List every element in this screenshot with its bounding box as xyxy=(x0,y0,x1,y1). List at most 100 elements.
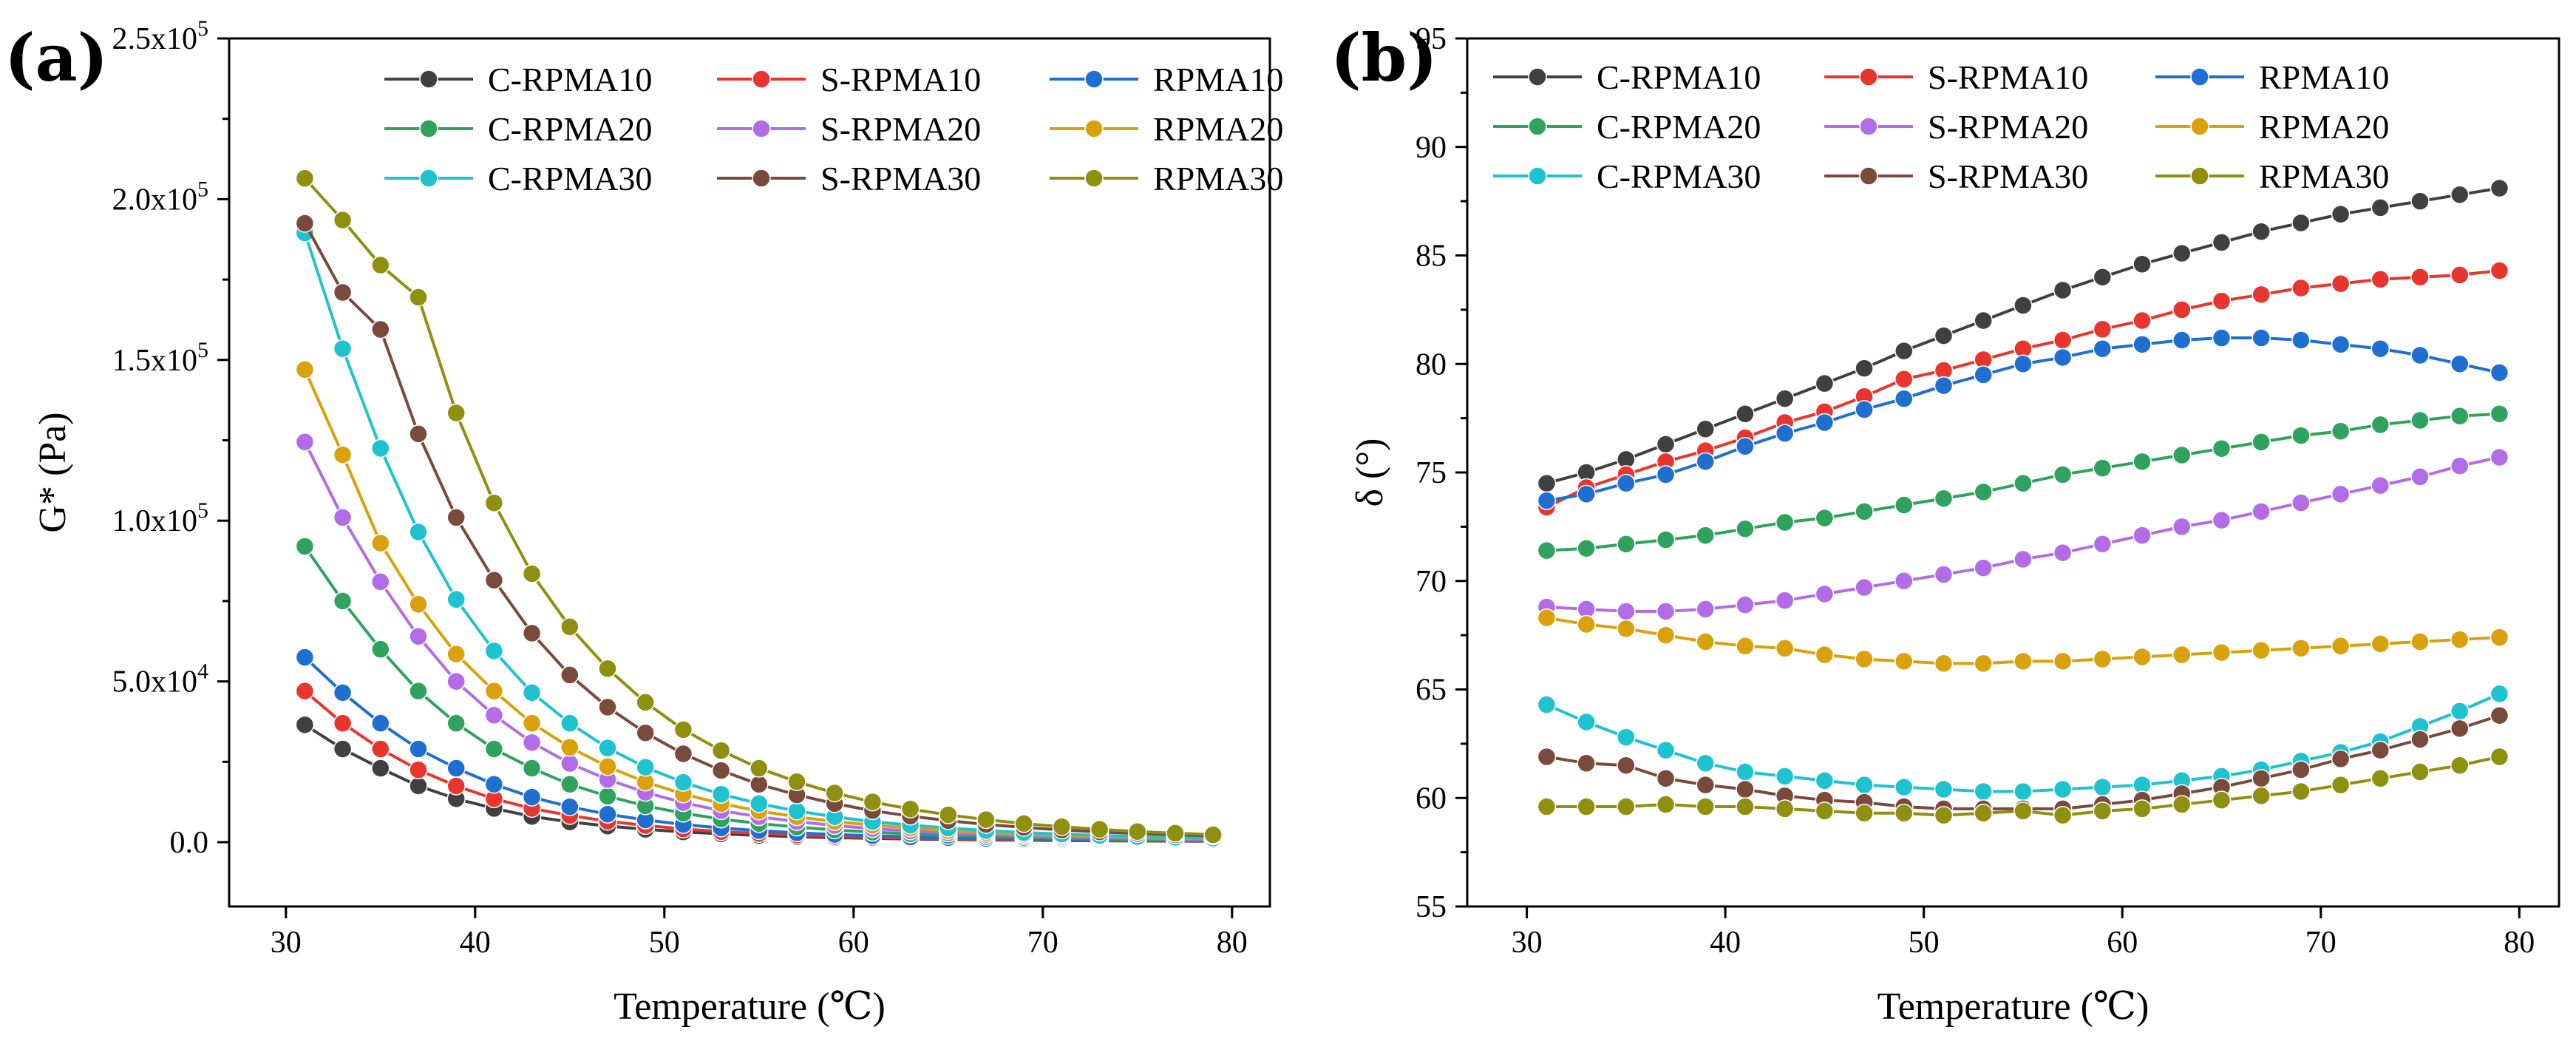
data-point-c-rpma30 xyxy=(1577,712,1596,732)
data-point-rpma30 xyxy=(598,659,617,678)
data-point-c-rpma30 xyxy=(636,757,655,777)
data-point-c-rpma30 xyxy=(750,794,769,813)
data-point-s-rpma20 xyxy=(371,572,390,591)
data-point-rpma20 xyxy=(2212,643,2232,662)
data-point-c-rpma20 xyxy=(2172,445,2192,465)
data-point-s-rpma20 xyxy=(1775,591,1795,610)
data-point-s-rpma20 xyxy=(1934,565,1954,584)
data-point-c-rpma10 xyxy=(1894,341,1914,361)
data-point-c-rpma10 xyxy=(1775,389,1795,408)
data-point-c-rpma20 xyxy=(2371,415,2390,435)
data-point-rpma20 xyxy=(1815,645,1835,665)
data-point-rpma30 xyxy=(484,493,504,513)
data-point-c-rpma20 xyxy=(2132,452,2152,472)
data-point-rpma20 xyxy=(1855,649,1874,669)
y-axis-label: δ (°) xyxy=(1349,438,1391,507)
data-point-c-rpma20 xyxy=(409,681,428,701)
data-point-s-rpma20 xyxy=(1974,558,1993,577)
y-tick-label: 75 xyxy=(1416,456,1447,490)
plot-frame xyxy=(228,37,1271,908)
data-point-rpma30 xyxy=(673,720,693,739)
data-point-s-rpma10 xyxy=(2291,278,2311,298)
data-point-rpma30 xyxy=(1775,799,1795,818)
panel-label-a: (a) xyxy=(4,19,109,96)
legend-marker-rpma10 xyxy=(1084,70,1104,89)
data-point-rpma10 xyxy=(295,648,315,667)
data-point-c-rpma10 xyxy=(1974,311,1993,330)
data-point-c-rpma30 xyxy=(2013,782,2033,801)
legend-label-rpma10: RPMA10 xyxy=(1153,61,1283,98)
x-tick-label: 40 xyxy=(1710,926,1741,960)
data-point-rpma20 xyxy=(1775,638,1795,658)
x-tick-label: 60 xyxy=(2107,926,2138,960)
data-point-c-rpma10 xyxy=(1736,404,1755,424)
x-tick-label: 50 xyxy=(649,926,680,960)
y-tick-label: 60 xyxy=(1416,782,1447,816)
legend-label-s-rpma20: S-RPMA20 xyxy=(1928,108,2088,146)
data-point-c-rpma20 xyxy=(2212,438,2232,458)
data-point-s-rpma30 xyxy=(1696,775,1716,795)
data-point-rpma30 xyxy=(333,210,353,230)
data-point-rpma10 xyxy=(1617,473,1636,493)
y-axis-label: G* (Pa) xyxy=(32,412,74,532)
legend-marker-s-rpma20 xyxy=(752,119,771,138)
data-point-c-rpma20 xyxy=(522,759,542,778)
data-point-s-rpma20 xyxy=(1696,600,1716,619)
data-point-s-rpma10 xyxy=(295,681,315,701)
data-point-c-rpma10 xyxy=(1656,435,1676,454)
data-point-s-rpma20 xyxy=(2490,447,2509,467)
data-point-s-rpma30 xyxy=(1736,779,1755,799)
data-point-s-rpma10 xyxy=(2172,300,2192,319)
data-point-s-rpma20 xyxy=(1855,577,1874,597)
data-point-rpma30 xyxy=(1128,821,1147,841)
data-point-s-rpma10 xyxy=(2410,268,2430,287)
data-point-rpma10 xyxy=(1934,376,1954,396)
data-point-s-rpma20 xyxy=(2212,510,2232,530)
data-point-c-rpma20 xyxy=(2331,421,2351,441)
data-point-s-rpma20 xyxy=(2053,543,2073,563)
data-point-rpma30 xyxy=(1577,797,1596,816)
x-tick-label: 30 xyxy=(1512,926,1543,960)
data-point-rpma20 xyxy=(1656,626,1676,645)
data-point-rpma30 xyxy=(825,783,844,803)
data-point-c-rpma10 xyxy=(371,759,390,778)
data-point-s-rpma20 xyxy=(2132,526,2152,545)
data-point-rpma30 xyxy=(2053,805,2073,825)
data-point-s-rpma10 xyxy=(2093,319,2113,339)
data-point-c-rpma30 xyxy=(1775,767,1795,786)
legend-marker-rpma20 xyxy=(2190,117,2209,136)
data-point-s-rpma20 xyxy=(1894,572,1914,591)
data-point-rpma10 xyxy=(1775,424,1795,443)
data-point-rpma20 xyxy=(2371,634,2390,654)
legend-marker-s-rpma30 xyxy=(1859,166,1878,186)
data-point-rpma30 xyxy=(787,772,806,792)
data-point-c-rpma30 xyxy=(1815,771,1835,790)
data-point-s-rpma30 xyxy=(2291,760,2311,779)
data-point-rpma10 xyxy=(2450,354,2470,373)
data-point-s-rpma20 xyxy=(446,671,466,691)
data-point-s-rpma30 xyxy=(560,665,580,685)
data-point-c-rpma20 xyxy=(1974,482,1993,502)
legend-marker-rpma10 xyxy=(2190,67,2209,87)
data-point-s-rpma10 xyxy=(1894,370,1914,389)
y-tick-label: 5.0x104 xyxy=(112,660,209,699)
legend-marker-rpma30 xyxy=(1084,169,1104,188)
data-point-c-rpma10 xyxy=(2172,243,2192,263)
data-point-rpma30 xyxy=(1014,814,1033,833)
data-point-c-rpma10 xyxy=(2450,185,2470,205)
data-point-s-rpma10 xyxy=(2212,291,2232,311)
data-point-rpma30 xyxy=(1537,797,1557,816)
data-point-c-rpma10 xyxy=(2490,178,2509,198)
legend-marker-c-rpma30 xyxy=(1528,166,1547,186)
data-point-rpma30 xyxy=(900,799,920,819)
data-point-rpma20 xyxy=(1577,614,1596,634)
y-tick-label: 70 xyxy=(1416,565,1447,599)
y-tick-label: 80 xyxy=(1416,348,1447,382)
data-point-c-rpma20 xyxy=(2490,404,2509,424)
data-point-c-rpma30 xyxy=(1696,753,1716,773)
y-tick-label: 1.5x105 xyxy=(112,338,209,378)
legend-marker-c-rpma10 xyxy=(419,70,438,89)
data-point-s-rpma30 xyxy=(2410,730,2430,749)
data-point-s-rpma10 xyxy=(2053,330,2073,350)
